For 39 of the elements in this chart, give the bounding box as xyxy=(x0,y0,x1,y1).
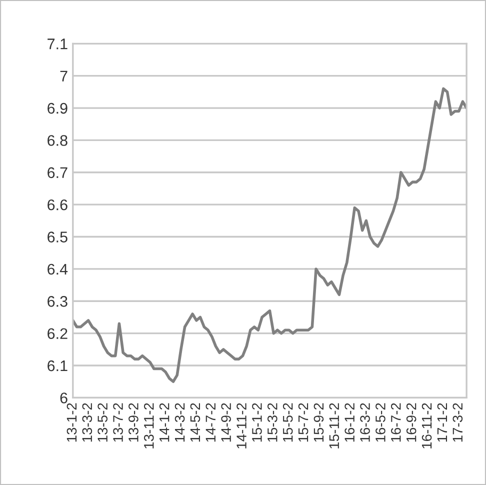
y-tick-label: 6.7 xyxy=(48,167,68,178)
y-tick-label: 6.8 xyxy=(48,135,68,146)
x-tick-label: 14-3-2 xyxy=(174,403,185,442)
x-tick-label: 16-11-2 xyxy=(422,403,432,448)
x-tick-label: 14-1-2 xyxy=(159,403,170,442)
x-tick-label: 14-7-2 xyxy=(206,403,216,442)
y-tick-label: 6.6 xyxy=(48,199,68,210)
x-tick-label: 16-1-2 xyxy=(344,403,355,442)
x-tick-label: 15-3-2 xyxy=(267,403,278,442)
x-tick-label: 13-3-2 xyxy=(82,403,92,442)
x-tick-label: 16-5-2 xyxy=(376,403,386,442)
y-tick-label: 7.1 xyxy=(48,38,68,50)
x-tick-label: 15-11-2 xyxy=(329,403,340,448)
y-tick-label: 6.3 xyxy=(48,296,68,307)
x-tick-label: 14-11-2 xyxy=(236,403,246,448)
y-tick-label: 6.4 xyxy=(48,264,68,275)
y-tick-label: 6.5 xyxy=(48,232,68,242)
x-tick-label: 14-9-2 xyxy=(221,403,232,442)
x-tick-label: 16-7-2 xyxy=(390,403,401,442)
x-tick-label: 14-5-2 xyxy=(190,403,200,442)
x-tick-label: 13-5-2 xyxy=(98,403,108,442)
y-tick-label: 6.1 xyxy=(48,360,68,372)
x-tick-label: 16-9-2 xyxy=(406,403,416,442)
x-tick-label: 17-1-2 xyxy=(437,403,447,442)
x-tick-label: 13-9-2 xyxy=(128,403,138,442)
x-tick-label: 13-1-2 xyxy=(66,403,77,442)
x-tick-label: 17-3-2 xyxy=(452,403,463,442)
x-tick-label: 13-11-2 xyxy=(144,403,154,448)
x-tick-label: 15-9-2 xyxy=(314,403,324,442)
x-tick-label: 15-5-2 xyxy=(282,403,293,442)
x-tick-label: 13-7-2 xyxy=(113,403,123,442)
y-tick-label: 6.9 xyxy=(48,102,68,114)
x-tick-label: 15-1-2 xyxy=(252,403,262,442)
x-tick-label: 15-7-2 xyxy=(298,403,308,442)
x-tick-label: 16-3-2 xyxy=(360,403,370,442)
y-tick-label: 7 xyxy=(60,70,68,82)
y-tick-label: 6.2 xyxy=(48,328,68,340)
line-series xyxy=(72,87,467,383)
y-tick-label: 6 xyxy=(60,392,68,404)
